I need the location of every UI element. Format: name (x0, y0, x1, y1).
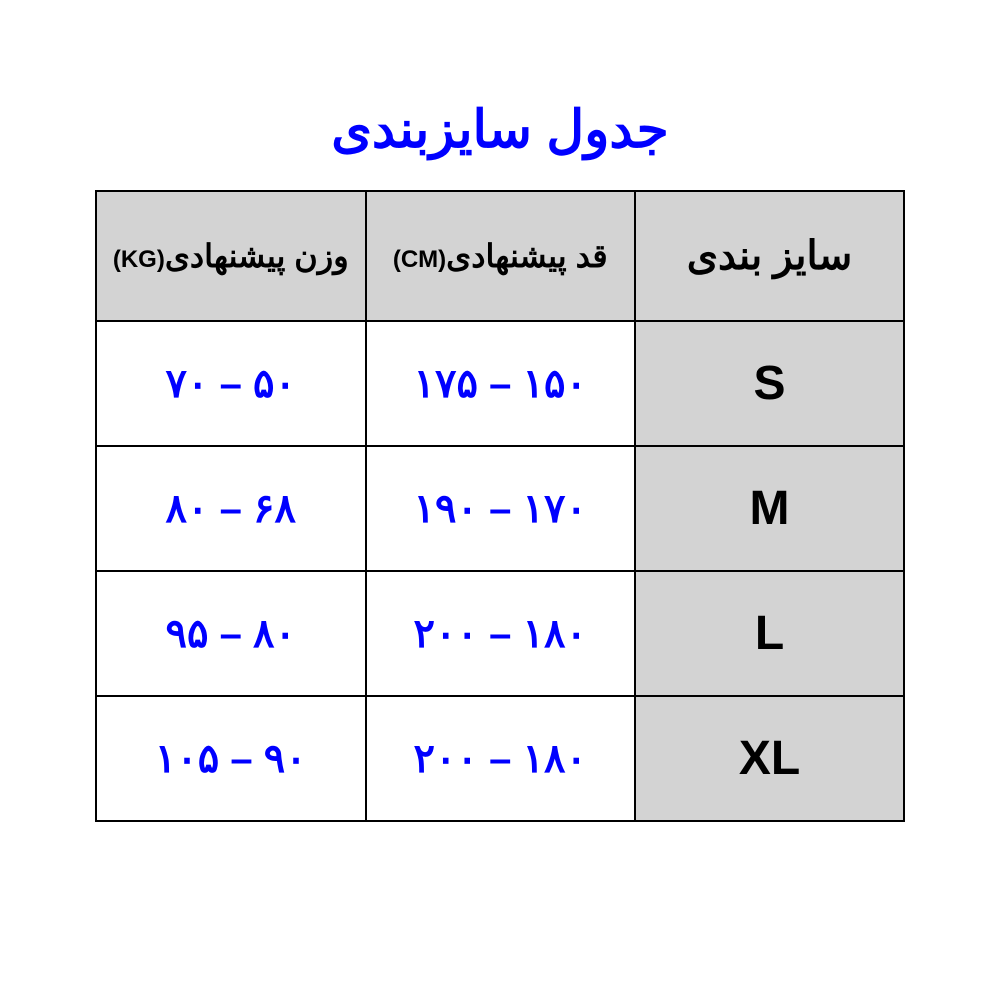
size-table: سایز بندی قد پیشنهادی(CM) وزن پیشنهادی(K… (95, 190, 905, 822)
size-cell: S (635, 321, 904, 446)
table-row: XL ۱۸۰ – ۲۰۰ ۹۰ – ۱۰۵ (96, 696, 904, 821)
header-weight-label: وزن پیشنهادی (165, 238, 349, 274)
height-cell: ۱۷۰ – ۱۹۰ (366, 446, 636, 571)
table-row: M ۱۷۰ – ۱۹۰ ۶۸ – ۸۰ (96, 446, 904, 571)
height-cell: ۱۸۰ – ۲۰۰ (366, 571, 636, 696)
page-title: جدول سایزبندی (331, 100, 669, 160)
weight-cell: ۵۰ – ۷۰ (96, 321, 366, 446)
height-cell: ۱۸۰ – ۲۰۰ (366, 696, 636, 821)
header-height: قد پیشنهادی(CM) (366, 191, 636, 321)
weight-cell: ۸۰ – ۹۵ (96, 571, 366, 696)
height-cell: ۱۵۰ – ۱۷۵ (366, 321, 636, 446)
header-height-label: قد پیشنهادی (446, 238, 608, 274)
table-row: S ۱۵۰ – ۱۷۵ ۵۰ – ۷۰ (96, 321, 904, 446)
table-header-row: سایز بندی قد پیشنهادی(CM) وزن پیشنهادی(K… (96, 191, 904, 321)
size-cell: M (635, 446, 904, 571)
header-weight-unit: (KG) (113, 246, 165, 273)
weight-cell: ۹۰ – ۱۰۵ (96, 696, 366, 821)
size-cell: L (635, 571, 904, 696)
header-size: سایز بندی (635, 191, 904, 321)
header-height-unit: (CM) (393, 246, 446, 273)
weight-cell: ۶۸ – ۸۰ (96, 446, 366, 571)
table-row: L ۱۸۰ – ۲۰۰ ۸۰ – ۹۵ (96, 571, 904, 696)
size-cell: XL (635, 696, 904, 821)
header-weight: وزن پیشنهادی(KG) (96, 191, 366, 321)
